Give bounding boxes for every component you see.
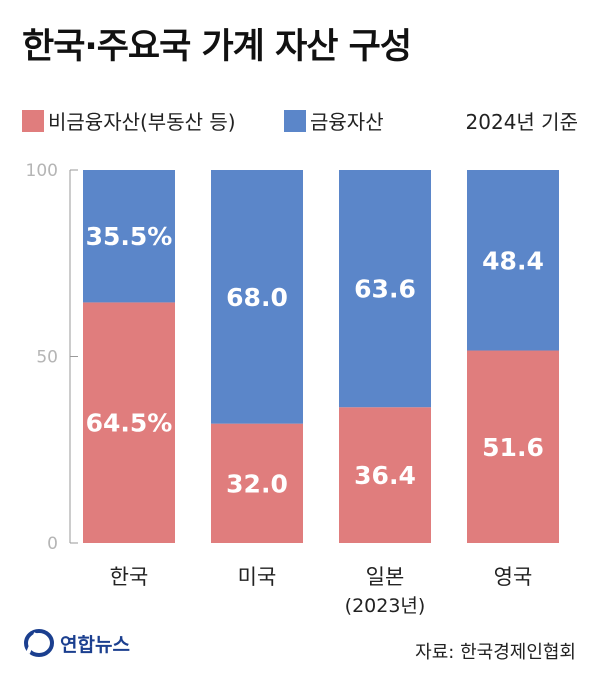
legend: 비금융자산(부동산 등) 금융자산 2024년 기준	[22, 106, 578, 135]
y-tick-label: 0	[47, 534, 58, 554]
data-label: 32.0	[226, 469, 288, 498]
yonhap-logo: 연합뉴스	[22, 628, 130, 658]
y-tick-label: 50	[36, 348, 58, 368]
x-category-label: 미국	[238, 565, 277, 589]
y-tick-label: 100	[26, 161, 58, 181]
legend-label-financial: 금융자산	[310, 110, 384, 134]
legend-swatch-nonfinancial	[22, 109, 44, 132]
legend-item-financial: 금융자산	[284, 106, 384, 135]
legend-item-nonfinancial: 비금융자산(부동산 등)	[22, 106, 236, 135]
bar-segment	[339, 407, 431, 543]
legend-swatch-financial	[284, 109, 306, 132]
data-label: 36.4	[354, 461, 416, 490]
data-label: 63.6	[354, 275, 416, 304]
data-label: 68.0	[226, 283, 288, 312]
x-category-label: 일본	[366, 565, 405, 589]
logo-text: 연합뉴스	[60, 633, 130, 656]
chart-title: 한국·주요국 가계 자산 구성	[22, 27, 412, 67]
bar-segment	[83, 170, 175, 303]
yonhap-logo-icon	[24, 629, 54, 657]
bar-segment	[339, 170, 431, 408]
x-category-label: 영국	[494, 565, 533, 589]
source-note: 자료: 한국경제인협회	[415, 642, 576, 663]
bar-segment	[211, 170, 303, 424]
stacked-bar-chart: 0 50 100 64.5% 35.5% 한국 32.0 68.0 미국 36.4 63.6 일본 (2…	[26, 161, 559, 617]
bar-segment	[211, 423, 303, 543]
legend-label-nonfinancial: 비금융자산(부동산 등)	[48, 110, 236, 134]
bar-segment	[467, 170, 559, 351]
data-label: 35.5%	[86, 222, 173, 251]
x-category-note: (2023년)	[345, 595, 426, 617]
bar-segment	[467, 350, 559, 543]
x-category-label: 한국	[110, 565, 149, 589]
basis-year-note: 2024년 기준	[465, 110, 578, 134]
data-label: 51.6	[482, 433, 544, 462]
data-label: 64.5%	[86, 409, 173, 438]
bar-segment	[83, 302, 175, 543]
data-label: 48.4	[482, 246, 544, 275]
